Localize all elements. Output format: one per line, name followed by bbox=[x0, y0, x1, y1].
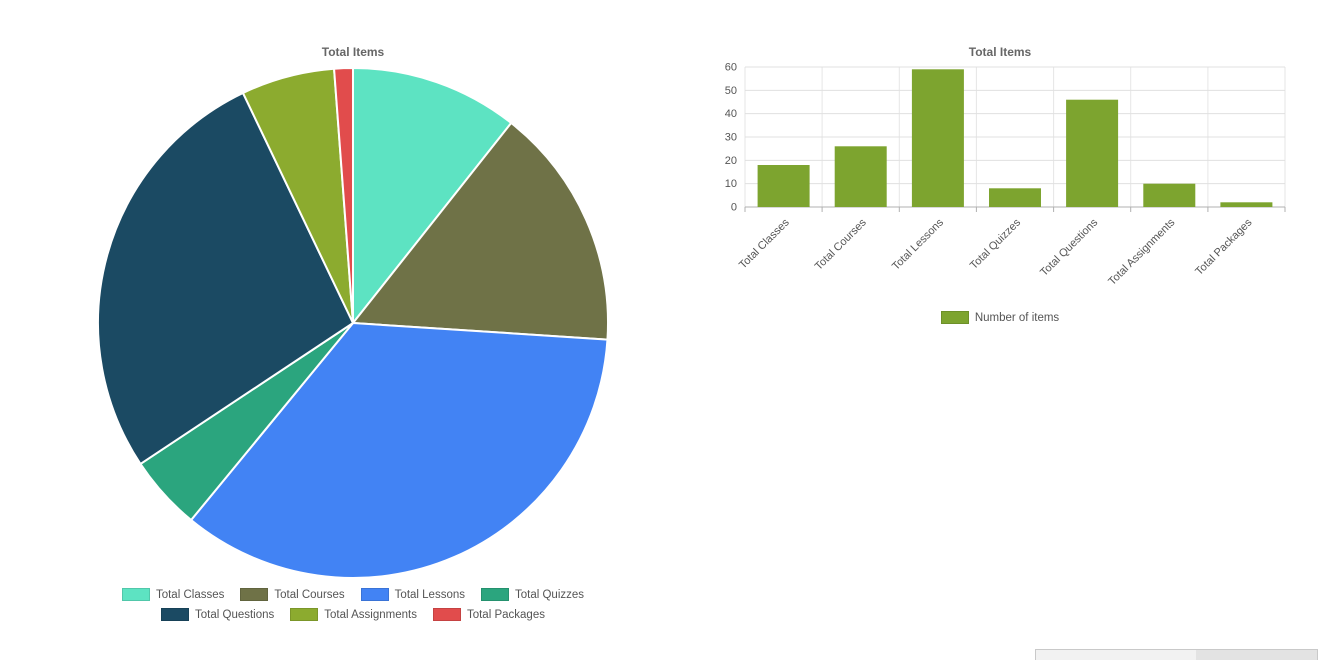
pie-slice-total-questions[interactable] bbox=[97, 91, 354, 465]
legend-swatch bbox=[121, 588, 150, 601]
legend-swatch bbox=[432, 608, 461, 621]
x-tick-label-total-quizzes: Total Quizzes bbox=[968, 216, 1024, 272]
bar-total-classes[interactable] bbox=[757, 165, 810, 207]
bar-total-lessons[interactable] bbox=[911, 69, 964, 207]
x-tick-label-total-assignments: Total Assignments bbox=[1106, 216, 1178, 288]
bar-legend[interactable]: Number of items bbox=[680, 311, 1318, 324]
legend-label: Total Quizzes bbox=[515, 588, 585, 601]
x-tick-label-total-questions: Total Questions bbox=[1038, 216, 1100, 278]
legend-swatch bbox=[290, 608, 319, 621]
pie-slice-total-packages[interactable] bbox=[333, 66, 354, 324]
legend-item-total-assignments[interactable]: Total Assignments bbox=[290, 608, 417, 621]
bar-total-courses[interactable] bbox=[834, 146, 887, 207]
legend-label: Total Lessons bbox=[394, 588, 465, 601]
bars bbox=[757, 69, 1273, 207]
bar-total-quizzes[interactable] bbox=[989, 188, 1041, 207]
bar-y-axis-labels: 0 10 20 30 40 50 60 bbox=[725, 62, 737, 214]
bar-chart: Total Items 0 10 20 30 40 50 60 Total Classes To… bbox=[680, 45, 1318, 324]
pie-chart: Total Items Total Classes Total Courses To… bbox=[90, 45, 616, 621]
pie-slice-total-courses[interactable] bbox=[352, 122, 609, 341]
legend-item-total-packages[interactable]: Total Packages bbox=[432, 608, 545, 621]
legend-item-total-courses[interactable]: Total Courses bbox=[240, 588, 345, 601]
pie-slice-total-classes[interactable] bbox=[352, 67, 513, 324]
y-tick-label: 50 bbox=[725, 85, 737, 97]
legend-label: Total Packages bbox=[466, 608, 545, 621]
legend-label: Total Assignments bbox=[324, 608, 417, 621]
y-tick-label: 30 bbox=[725, 132, 737, 144]
y-tick-label: 0 bbox=[731, 202, 737, 214]
pie-legend-row: Total Questions Total Assignments Total Pa… bbox=[90, 608, 616, 621]
legend-label: Total Questions bbox=[195, 608, 275, 621]
legend-item-total-questions[interactable]: Total Questions bbox=[161, 608, 274, 621]
pie-chart-title: Total Items bbox=[321, 45, 385, 59]
legend-label: Total Courses bbox=[274, 588, 345, 601]
bar-total-packages[interactable] bbox=[1220, 202, 1273, 207]
x-tick-label-total-lessons: Total Lessons bbox=[890, 216, 946, 272]
legend-swatch bbox=[481, 588, 509, 601]
y-tick-label: 20 bbox=[725, 155, 737, 167]
y-tick-label: 60 bbox=[725, 62, 737, 74]
legend-swatch bbox=[360, 588, 389, 601]
legend-item-total-classes[interactable]: Total Classes bbox=[121, 588, 225, 601]
legend-item-total-quizzes[interactable]: Total Quizzes bbox=[481, 588, 584, 601]
legend-label: Total Classes bbox=[155, 588, 225, 601]
bar-chart-title: Total Items bbox=[968, 45, 1032, 59]
bar-total-questions[interactable] bbox=[1066, 99, 1119, 207]
pie-legend-row: Total Classes Total Courses Total Lessons T… bbox=[90, 588, 616, 601]
pie-slice-total-lessons[interactable] bbox=[190, 322, 609, 579]
pie-legend: Total Classes Total Courses Total Lessons T… bbox=[90, 588, 616, 621]
partially-visible-widget bbox=[1035, 649, 1318, 660]
x-tick-label-total-classes: Total Classes bbox=[737, 216, 792, 271]
y-tick-label: 40 bbox=[725, 108, 737, 120]
legend-swatch bbox=[240, 588, 269, 601]
bar-total-assignments[interactable] bbox=[1143, 183, 1196, 207]
bar-legend-swatch bbox=[940, 311, 969, 324]
y-tick-label: 10 bbox=[725, 178, 737, 190]
legend-item-total-lessons[interactable]: Total Lessons bbox=[360, 588, 465, 601]
bar-x-axis-labels: Total Classes Total Courses Total Lessons T… bbox=[737, 216, 1255, 288]
x-tick-label-total-packages: Total Packages bbox=[1193, 216, 1255, 278]
pie-plot[interactable] bbox=[95, 65, 611, 581]
legend-swatch bbox=[161, 608, 190, 621]
bar-legend-label: Number of items bbox=[974, 311, 1060, 324]
x-tick-label-total-courses: Total Courses bbox=[813, 216, 869, 272]
